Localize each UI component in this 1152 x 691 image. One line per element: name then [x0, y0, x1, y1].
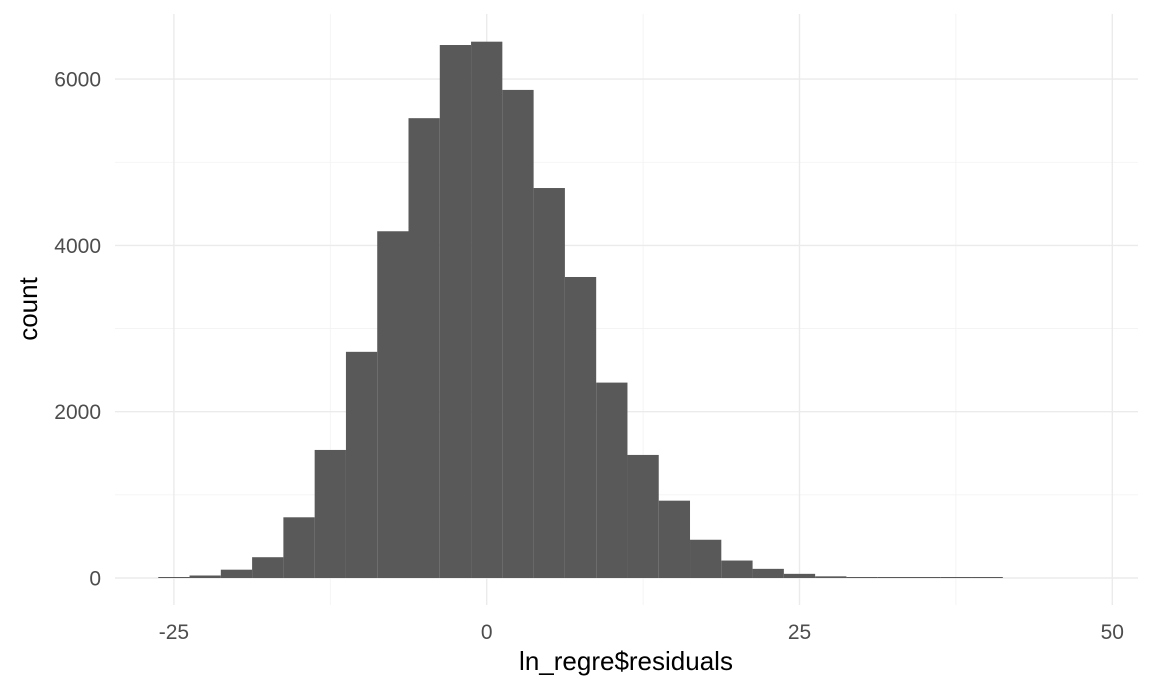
histogram-bar	[752, 568, 784, 578]
histogram-bar	[908, 577, 941, 578]
histogram-bar	[940, 577, 972, 578]
x-axis-ticks: -25 0 25 50	[159, 621, 1124, 644]
y-tick-label: 4000	[54, 235, 101, 258]
y-tick-label: 6000	[54, 69, 101, 92]
histogram-bar	[721, 560, 753, 578]
histogram-bar	[627, 454, 659, 578]
histogram-bar	[283, 517, 315, 578]
histogram-bar	[533, 188, 565, 579]
y-tick-label: 2000	[54, 401, 101, 424]
histogram-bar	[189, 575, 221, 578]
histogram-bar	[502, 89, 534, 579]
histogram-bar	[314, 449, 346, 578]
y-axis-title: count	[13, 276, 43, 340]
histogram-bar	[252, 557, 284, 578]
histogram-bar	[783, 573, 816, 578]
histogram-bar	[690, 539, 722, 578]
histogram-bar	[877, 577, 909, 578]
histogram-bar	[815, 576, 847, 578]
y-axis-ticks: 0 2000 4000 6000	[54, 69, 101, 591]
histogram-bar	[345, 351, 378, 578]
histogram-bar	[971, 577, 1003, 578]
y-tick-label: 0	[89, 568, 101, 591]
histogram-bar	[471, 41, 503, 579]
histogram-bars	[158, 41, 1003, 579]
histogram-bar	[658, 500, 691, 578]
x-tick-label: 50	[1101, 621, 1124, 644]
histogram-bar	[220, 569, 253, 578]
histogram-bar	[564, 276, 597, 578]
histogram-bar	[846, 577, 878, 578]
x-tick-label: 25	[788, 621, 811, 644]
x-axis-title: ln_regre$residuals	[519, 646, 733, 676]
histogram-bar	[408, 118, 440, 579]
histogram-bar	[439, 45, 472, 579]
histogram-bar	[158, 577, 190, 578]
histogram-bar	[596, 382, 628, 578]
histogram-bar	[377, 231, 409, 578]
x-tick-label: 0	[481, 621, 493, 644]
x-tick-label: -25	[159, 621, 189, 644]
